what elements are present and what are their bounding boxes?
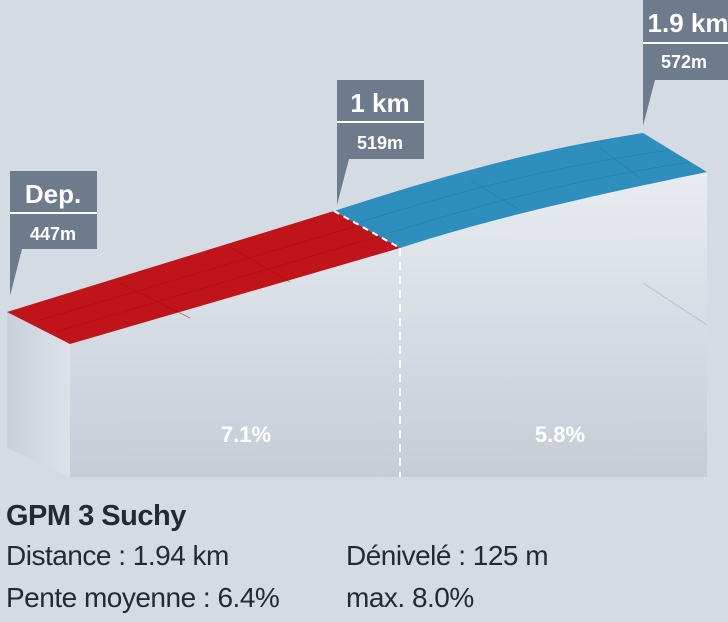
segment-1-gradient: 7.1% xyxy=(221,422,271,447)
marker-finish-altitude: 572m xyxy=(661,52,707,72)
marker-1km: 1 km 519m xyxy=(337,80,424,205)
segment-1-road xyxy=(7,211,400,344)
marker-1km-label: 1 km xyxy=(350,88,409,118)
segment-2-road xyxy=(334,133,707,248)
marker-1km-altitude: 519m xyxy=(357,133,403,153)
elevation-gain-text: Dénivelé : 125 m xyxy=(346,540,549,571)
average-gradient-text: Pente moyenne : 6.4% xyxy=(6,582,280,613)
profile-shade-line xyxy=(642,282,708,326)
climb-title: GPM 3 Suchy xyxy=(6,500,186,532)
segment-2-gradient: 5.8% xyxy=(535,422,585,447)
profile-front-wall xyxy=(70,172,707,477)
marker-start: Dep. 447m xyxy=(10,171,97,296)
marker-start-altitude: 447m xyxy=(30,224,76,244)
profile-side-wall xyxy=(7,312,70,477)
distance-text: Distance : 1.94 km xyxy=(6,540,229,571)
marker-finish-label: 1.9 km xyxy=(648,8,728,38)
max-gradient-text: max. 8.0% xyxy=(346,582,474,613)
segment-1-texture xyxy=(39,224,381,333)
segment-2-texture xyxy=(359,147,691,237)
segment-divider-top xyxy=(333,210,401,249)
marker-start-label: Dep. xyxy=(25,179,81,209)
marker-finish: 1.9 km 572m xyxy=(643,0,728,126)
